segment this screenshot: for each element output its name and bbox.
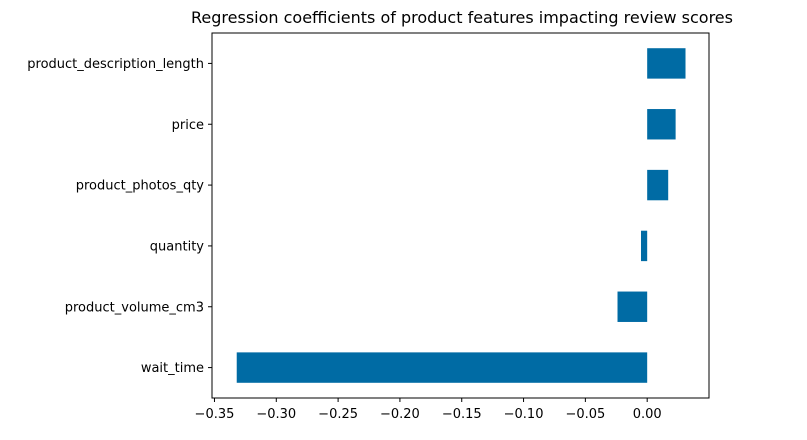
bar-price — [647, 109, 676, 140]
chart-title: Regression coefficients of product featu… — [191, 8, 733, 27]
plot-frame — [211, 32, 710, 399]
x-tick-label: −0.05 — [565, 407, 605, 422]
x-tick-label: −0.15 — [442, 407, 482, 422]
x-tick-label: −0.30 — [256, 407, 296, 422]
bar-product_volume_cm3 — [617, 291, 648, 322]
bar-product_photos_qty — [647, 169, 669, 201]
y-tick-label: quantity — [150, 239, 205, 254]
y-tick-label: price — [172, 118, 204, 133]
bar-product_description_length — [647, 48, 686, 79]
y-tick-label: product_photos_qty — [76, 179, 205, 194]
bar-quantity — [641, 230, 648, 262]
bars-group — [236, 48, 686, 383]
y-tick-label: product_volume_cm3 — [65, 300, 204, 315]
bar-wait_time — [236, 352, 648, 383]
x-tick-label: −0.25 — [318, 407, 358, 422]
x-tick-label: −0.35 — [195, 407, 235, 422]
x-tick-label: −0.10 — [504, 407, 544, 422]
x-axis: −0.35 −0.30 −0.25 −0.20 −0.15 −0.10 −0.05 0.00 — [195, 398, 662, 422]
y-tick-label: wait_time — [141, 361, 204, 376]
y-tick-label: product_description_length — [27, 57, 204, 72]
x-tick-label: −0.20 — [380, 407, 420, 422]
x-tick-label: 0.00 — [633, 407, 662, 422]
